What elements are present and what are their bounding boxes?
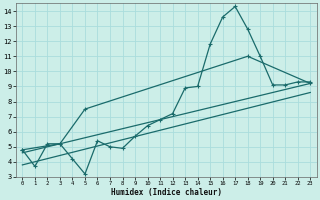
X-axis label: Humidex (Indice chaleur): Humidex (Indice chaleur) — [111, 188, 222, 197]
